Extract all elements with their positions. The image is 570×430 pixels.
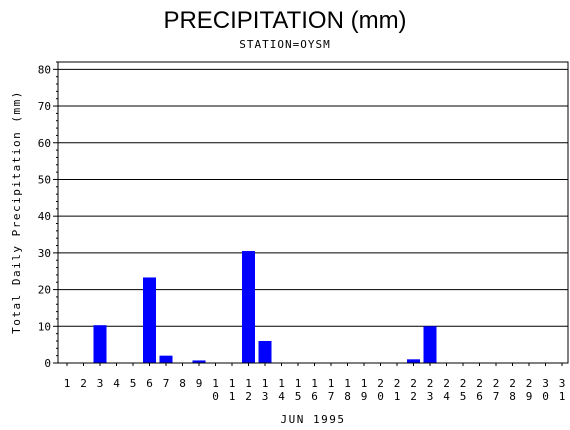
x-tick-label-5: 5 — [130, 377, 137, 390]
bar-day-7 — [159, 355, 173, 363]
y-tick-label-10: 10 — [38, 320, 51, 333]
x-tick-label-4: 4 — [113, 377, 120, 390]
x-tick-label-9: 9 — [196, 377, 203, 390]
chart-subtitle: STATION=OYSM — [239, 38, 330, 51]
y-axis-label: Total Daily Precipitation (mm) — [10, 90, 23, 334]
y-tick-label-50: 50 — [38, 173, 51, 186]
plot-frame — [57, 61, 569, 364]
bar-day-12 — [242, 251, 255, 363]
bar-day-3 — [93, 325, 107, 363]
y-tick-label-0: 0 — [44, 357, 51, 370]
x-axis-label: JUN 1995 — [281, 413, 346, 426]
x-tick-label-1: 1 — [64, 377, 71, 390]
y-tick-label-20: 20 — [38, 284, 51, 297]
bar-day-9 — [192, 360, 206, 363]
y-tick-label-80: 80 — [38, 63, 51, 76]
y-axis-ticks: 0 10 20 30 40 50 60 70 80 — [38, 61, 58, 370]
x-tick-label-2: 2 — [80, 377, 87, 390]
bar-day-13 — [258, 340, 272, 363]
chart-title: PRECIPITATION (mm) — [163, 7, 406, 34]
y-tick-label-30: 30 — [38, 247, 51, 260]
bars — [93, 251, 437, 363]
grid-lines — [58, 68, 568, 327]
x-tick-label-7: 7 — [163, 377, 170, 390]
x-axis-ticks: 1 2 3 4 5 6 7 8 9 1 01 11 21 31 41 51 61 71 81 92 02 12 22 32 42… — [64, 363, 566, 403]
x-tick-label-3: 3 — [97, 377, 104, 390]
y-tick-label-40: 40 — [38, 210, 51, 223]
x-tick-label-6: 6 — [146, 377, 153, 390]
bar-day-6 — [143, 277, 156, 363]
bar-day-22 — [407, 359, 420, 363]
x-tick-label-8: 8 — [179, 377, 186, 390]
y-tick-label-60: 60 — [38, 137, 51, 150]
y-tick-label-70: 70 — [38, 100, 51, 113]
bar-day-23 — [423, 326, 437, 363]
